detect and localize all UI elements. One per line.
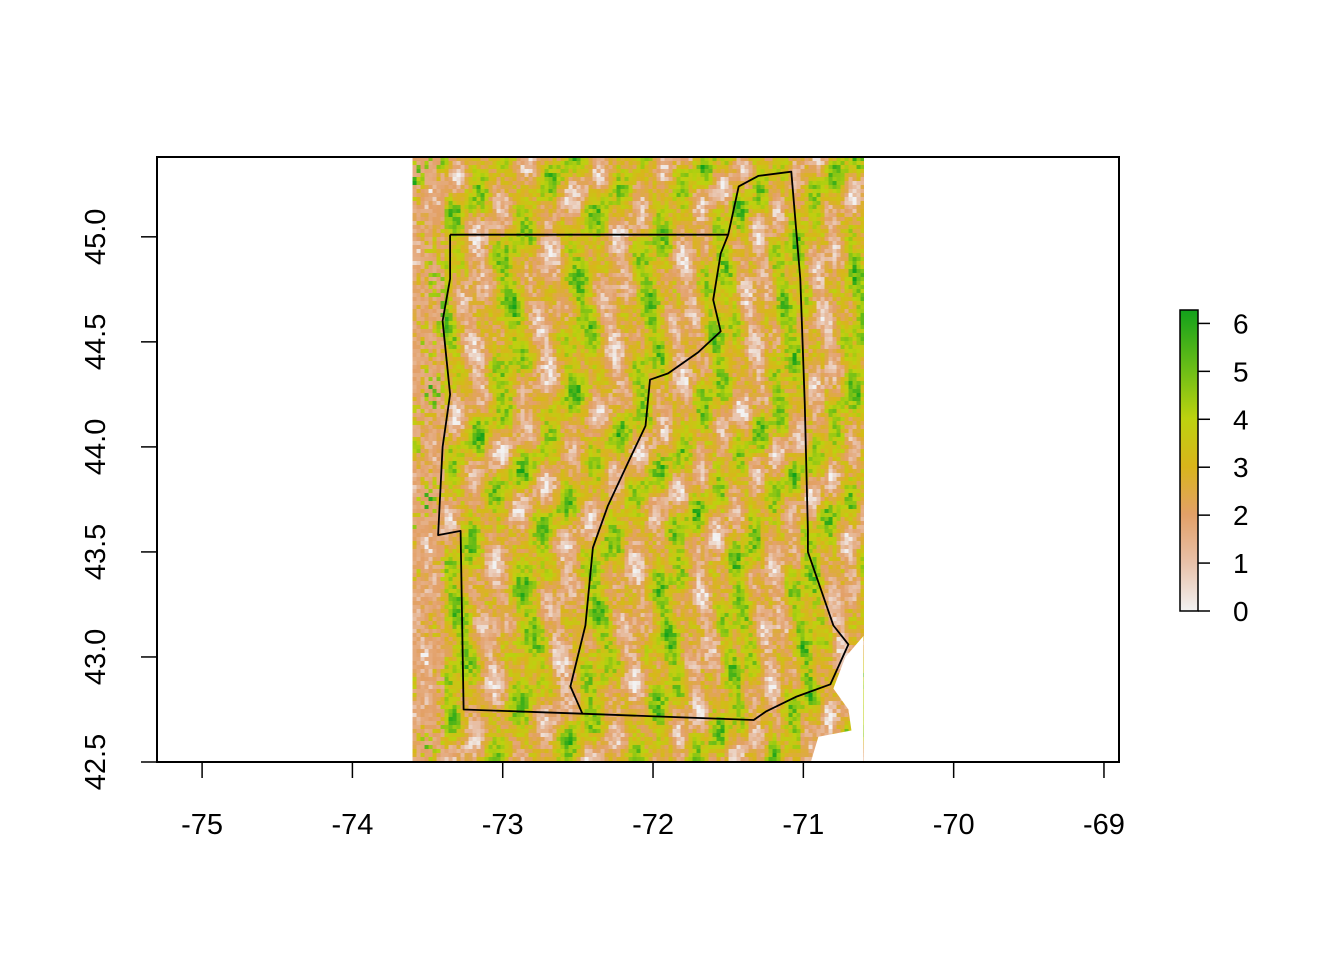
y-tick-label: 45.0 [80, 209, 112, 265]
y-tick-label: 43.0 [80, 629, 112, 685]
y-axis: 42.5 43.0 43.5 44.0 44.5 45.0 [80, 209, 157, 791]
x-tick-label: -69 [1083, 809, 1125, 841]
x-tick-label: -71 [782, 809, 824, 841]
legend-tick-label: 0 [1233, 596, 1249, 627]
color-legend: 0 1 2 3 4 5 6 [1180, 308, 1249, 627]
legend-tick-label: 6 [1233, 308, 1249, 339]
x-tick-label: -75 [181, 809, 223, 841]
x-tick-label: -72 [632, 809, 674, 841]
legend-tick-label: 1 [1233, 548, 1249, 579]
legend-tick-label: 3 [1233, 452, 1249, 483]
x-tick-label: -70 [933, 809, 975, 841]
legend-tick-label: 4 [1233, 404, 1249, 435]
y-tick-label: 44.0 [80, 419, 112, 475]
x-tick-label: -73 [482, 809, 524, 841]
y-tick-label: 43.5 [80, 524, 112, 580]
legend-tick-label: 5 [1233, 356, 1249, 387]
x-tick-label: -74 [331, 809, 373, 841]
y-tick-label: 44.5 [80, 314, 112, 370]
x-axis: -75 -74 -73 -72 -71 -70 -69 [181, 762, 1125, 841]
y-tick-label: 42.5 [80, 734, 112, 790]
legend-tick-label: 2 [1233, 500, 1249, 531]
legend-color-bar [1180, 310, 1198, 611]
